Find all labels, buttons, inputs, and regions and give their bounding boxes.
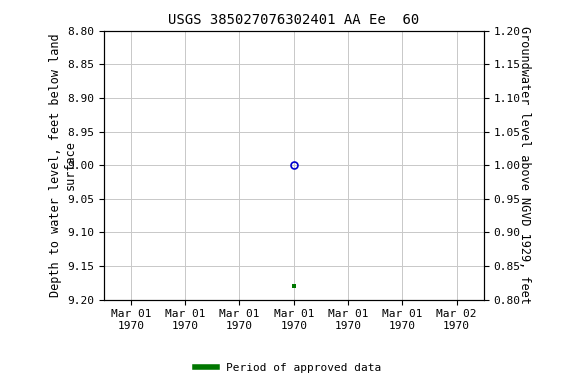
Title: USGS 385027076302401 AA Ee  60: USGS 385027076302401 AA Ee 60 — [168, 13, 419, 27]
Y-axis label: Groundwater level above NGVD 1929, feet: Groundwater level above NGVD 1929, feet — [518, 26, 531, 304]
Y-axis label: Depth to water level, feet below land
surface: Depth to water level, feet below land su… — [49, 33, 77, 297]
Legend: Period of approved data: Period of approved data — [191, 359, 385, 378]
